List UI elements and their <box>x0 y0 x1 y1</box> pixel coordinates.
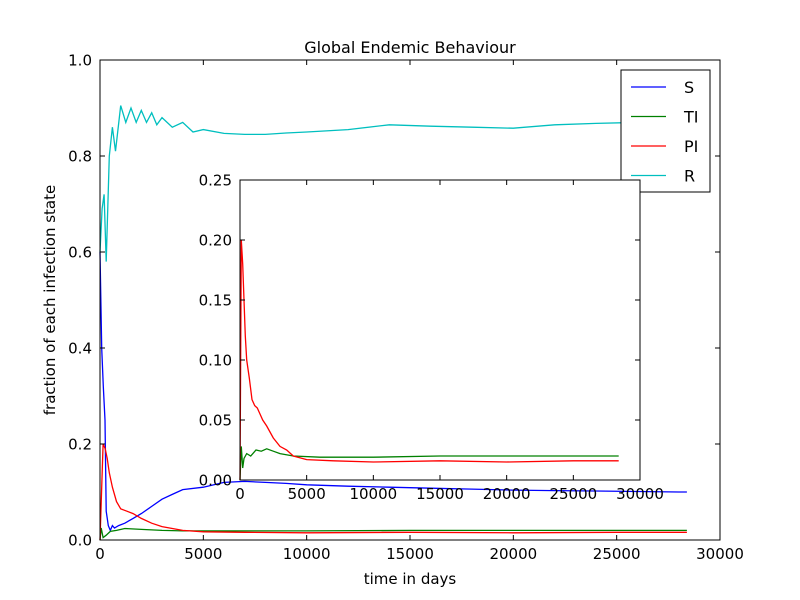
main-series-line-s <box>99 251 687 533</box>
inset-y-tick-label: 0.15 <box>199 291 232 309</box>
main-y-axis: 0.0 0.2 0.4 0.6 0.8 1.0 <box>68 51 720 549</box>
main-x-tick-label: 30000 <box>696 545 744 563</box>
inset-y-tick-label: 0.00 <box>199 471 232 489</box>
inset-x-tick-label: 25000 <box>549 485 597 503</box>
inset-x-tick-label: 30000 <box>616 485 664 503</box>
chart-title: Global Endemic Behaviour <box>304 38 516 57</box>
y-axis-label: fraction of each infection state <box>41 185 59 416</box>
main-series-line-ti <box>99 527 687 541</box>
main-y-tick-label: 0.8 <box>68 147 92 165</box>
inset-x-tick-label: 15000 <box>416 485 464 503</box>
main-y-tick-label: 0.2 <box>68 435 92 453</box>
main-x-tick-label: 0 <box>95 545 105 563</box>
main-x-tick-label: 15000 <box>386 545 434 563</box>
main-x-tick-label: 10000 <box>283 545 331 563</box>
main-y-tick-label: 0.0 <box>68 531 92 549</box>
legend-label-s: S <box>684 78 694 97</box>
main-series-line-pi <box>99 443 687 541</box>
inset-y-tick-label: 0.10 <box>199 351 232 369</box>
main-y-tick-label: 1.0 <box>68 51 92 69</box>
x-axis-label: time in days <box>364 570 457 588</box>
inset-x-tick-label: 0 <box>235 485 245 503</box>
main-series-group <box>99 105 687 541</box>
main-y-tick-label: 0.4 <box>68 339 92 357</box>
inset-x-tick-label: 20000 <box>483 485 531 503</box>
main-series-line-r <box>99 105 687 262</box>
main-x-tick-label: 20000 <box>489 545 537 563</box>
legend: S TI PI R <box>620 69 711 193</box>
main-y-tick-label: 0.6 <box>68 243 92 261</box>
main-x-tick-label: 5000 <box>184 545 222 563</box>
legend-label-pi: PI <box>684 137 698 156</box>
inset-plot-area <box>240 180 640 480</box>
legend-label-r: R <box>684 167 695 186</box>
legend-label-ti: TI <box>683 108 699 127</box>
inset-y-tick-label: 0.05 <box>199 411 232 429</box>
inset-y-tick-label: 0.20 <box>199 231 232 249</box>
main-x-axis: 0 5000 10000 15000 20000 25000 30000 <box>95 60 744 563</box>
inset-x-tick-label: 5000 <box>288 485 326 503</box>
inset-series-line-ti <box>239 446 619 481</box>
inset-y-tick-label: 0.25 <box>199 171 232 189</box>
inset-x-tick-label: 10000 <box>349 485 397 503</box>
legend-box <box>620 69 711 193</box>
inset-y-axis: 0.00 0.05 0.10 0.15 0.20 0.25 <box>199 171 640 489</box>
inset-x-axis: 0 5000 10000 15000 20000 25000 30000 <box>235 180 664 503</box>
main-x-tick-label: 25000 <box>593 545 641 563</box>
